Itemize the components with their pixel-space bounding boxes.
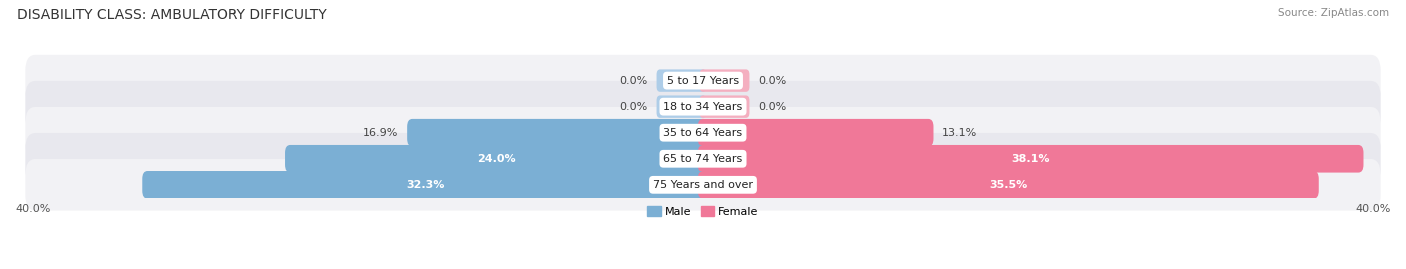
FancyBboxPatch shape (697, 119, 934, 147)
FancyBboxPatch shape (700, 95, 749, 118)
Text: 35.5%: 35.5% (990, 180, 1028, 190)
Text: 38.1%: 38.1% (1011, 154, 1050, 164)
FancyBboxPatch shape (25, 81, 1381, 132)
Text: 24.0%: 24.0% (477, 154, 516, 164)
FancyBboxPatch shape (408, 119, 709, 147)
Text: 5 to 17 Years: 5 to 17 Years (666, 76, 740, 86)
Legend: Male, Female: Male, Female (643, 201, 763, 221)
FancyBboxPatch shape (697, 171, 1319, 199)
Text: 35 to 64 Years: 35 to 64 Years (664, 128, 742, 138)
Text: 16.9%: 16.9% (363, 128, 398, 138)
FancyBboxPatch shape (657, 95, 706, 118)
Text: DISABILITY CLASS: AMBULATORY DIFFICULTY: DISABILITY CLASS: AMBULATORY DIFFICULTY (17, 8, 326, 22)
FancyBboxPatch shape (25, 55, 1381, 107)
FancyBboxPatch shape (25, 133, 1381, 185)
FancyBboxPatch shape (285, 145, 709, 173)
Text: 0.0%: 0.0% (758, 76, 786, 86)
FancyBboxPatch shape (25, 107, 1381, 158)
Text: 0.0%: 0.0% (758, 102, 786, 112)
Text: 0.0%: 0.0% (620, 102, 648, 112)
Text: 65 to 74 Years: 65 to 74 Years (664, 154, 742, 164)
FancyBboxPatch shape (697, 145, 1364, 173)
FancyBboxPatch shape (25, 159, 1381, 211)
Text: 40.0%: 40.0% (15, 204, 51, 214)
Text: 40.0%: 40.0% (1355, 204, 1391, 214)
FancyBboxPatch shape (142, 171, 709, 199)
Text: 13.1%: 13.1% (942, 128, 977, 138)
Text: Source: ZipAtlas.com: Source: ZipAtlas.com (1278, 8, 1389, 18)
FancyBboxPatch shape (700, 69, 749, 92)
Text: 32.3%: 32.3% (406, 180, 444, 190)
FancyBboxPatch shape (657, 69, 706, 92)
Text: 0.0%: 0.0% (620, 76, 648, 86)
Text: 75 Years and over: 75 Years and over (652, 180, 754, 190)
Text: 18 to 34 Years: 18 to 34 Years (664, 102, 742, 112)
